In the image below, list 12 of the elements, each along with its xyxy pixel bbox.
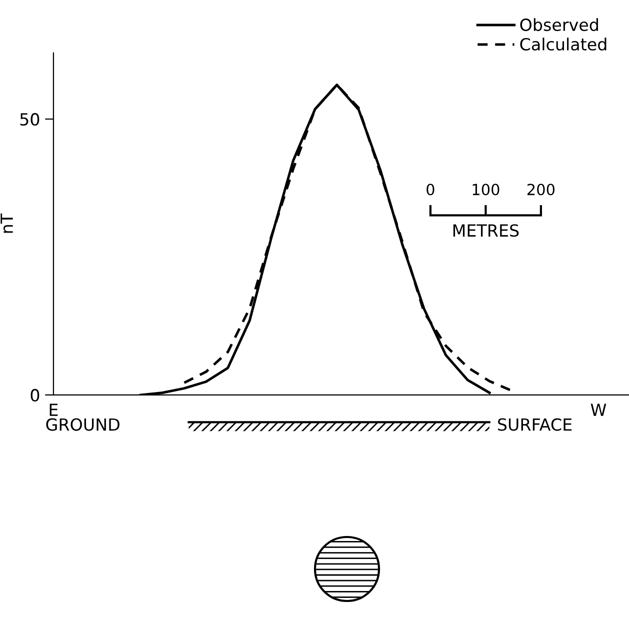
- annotation: 200: [527, 184, 555, 196]
- annotation: METRES: [453, 224, 519, 237]
- annotation: 100: [472, 184, 500, 196]
- y-tick-label: 50: [20, 113, 40, 126]
- x-tick-label: E: [50, 404, 58, 416]
- legend-label: Observed: [520, 18, 598, 32]
- x-tick-label: W: [590, 404, 606, 416]
- legend-label: Calculated: [520, 38, 606, 51]
- annotation: 0: [426, 184, 434, 196]
- text: SURFACE: [498, 418, 572, 431]
- text: GROUND: [46, 418, 120, 431]
- y-axis-title: nT: [0, 213, 13, 233]
